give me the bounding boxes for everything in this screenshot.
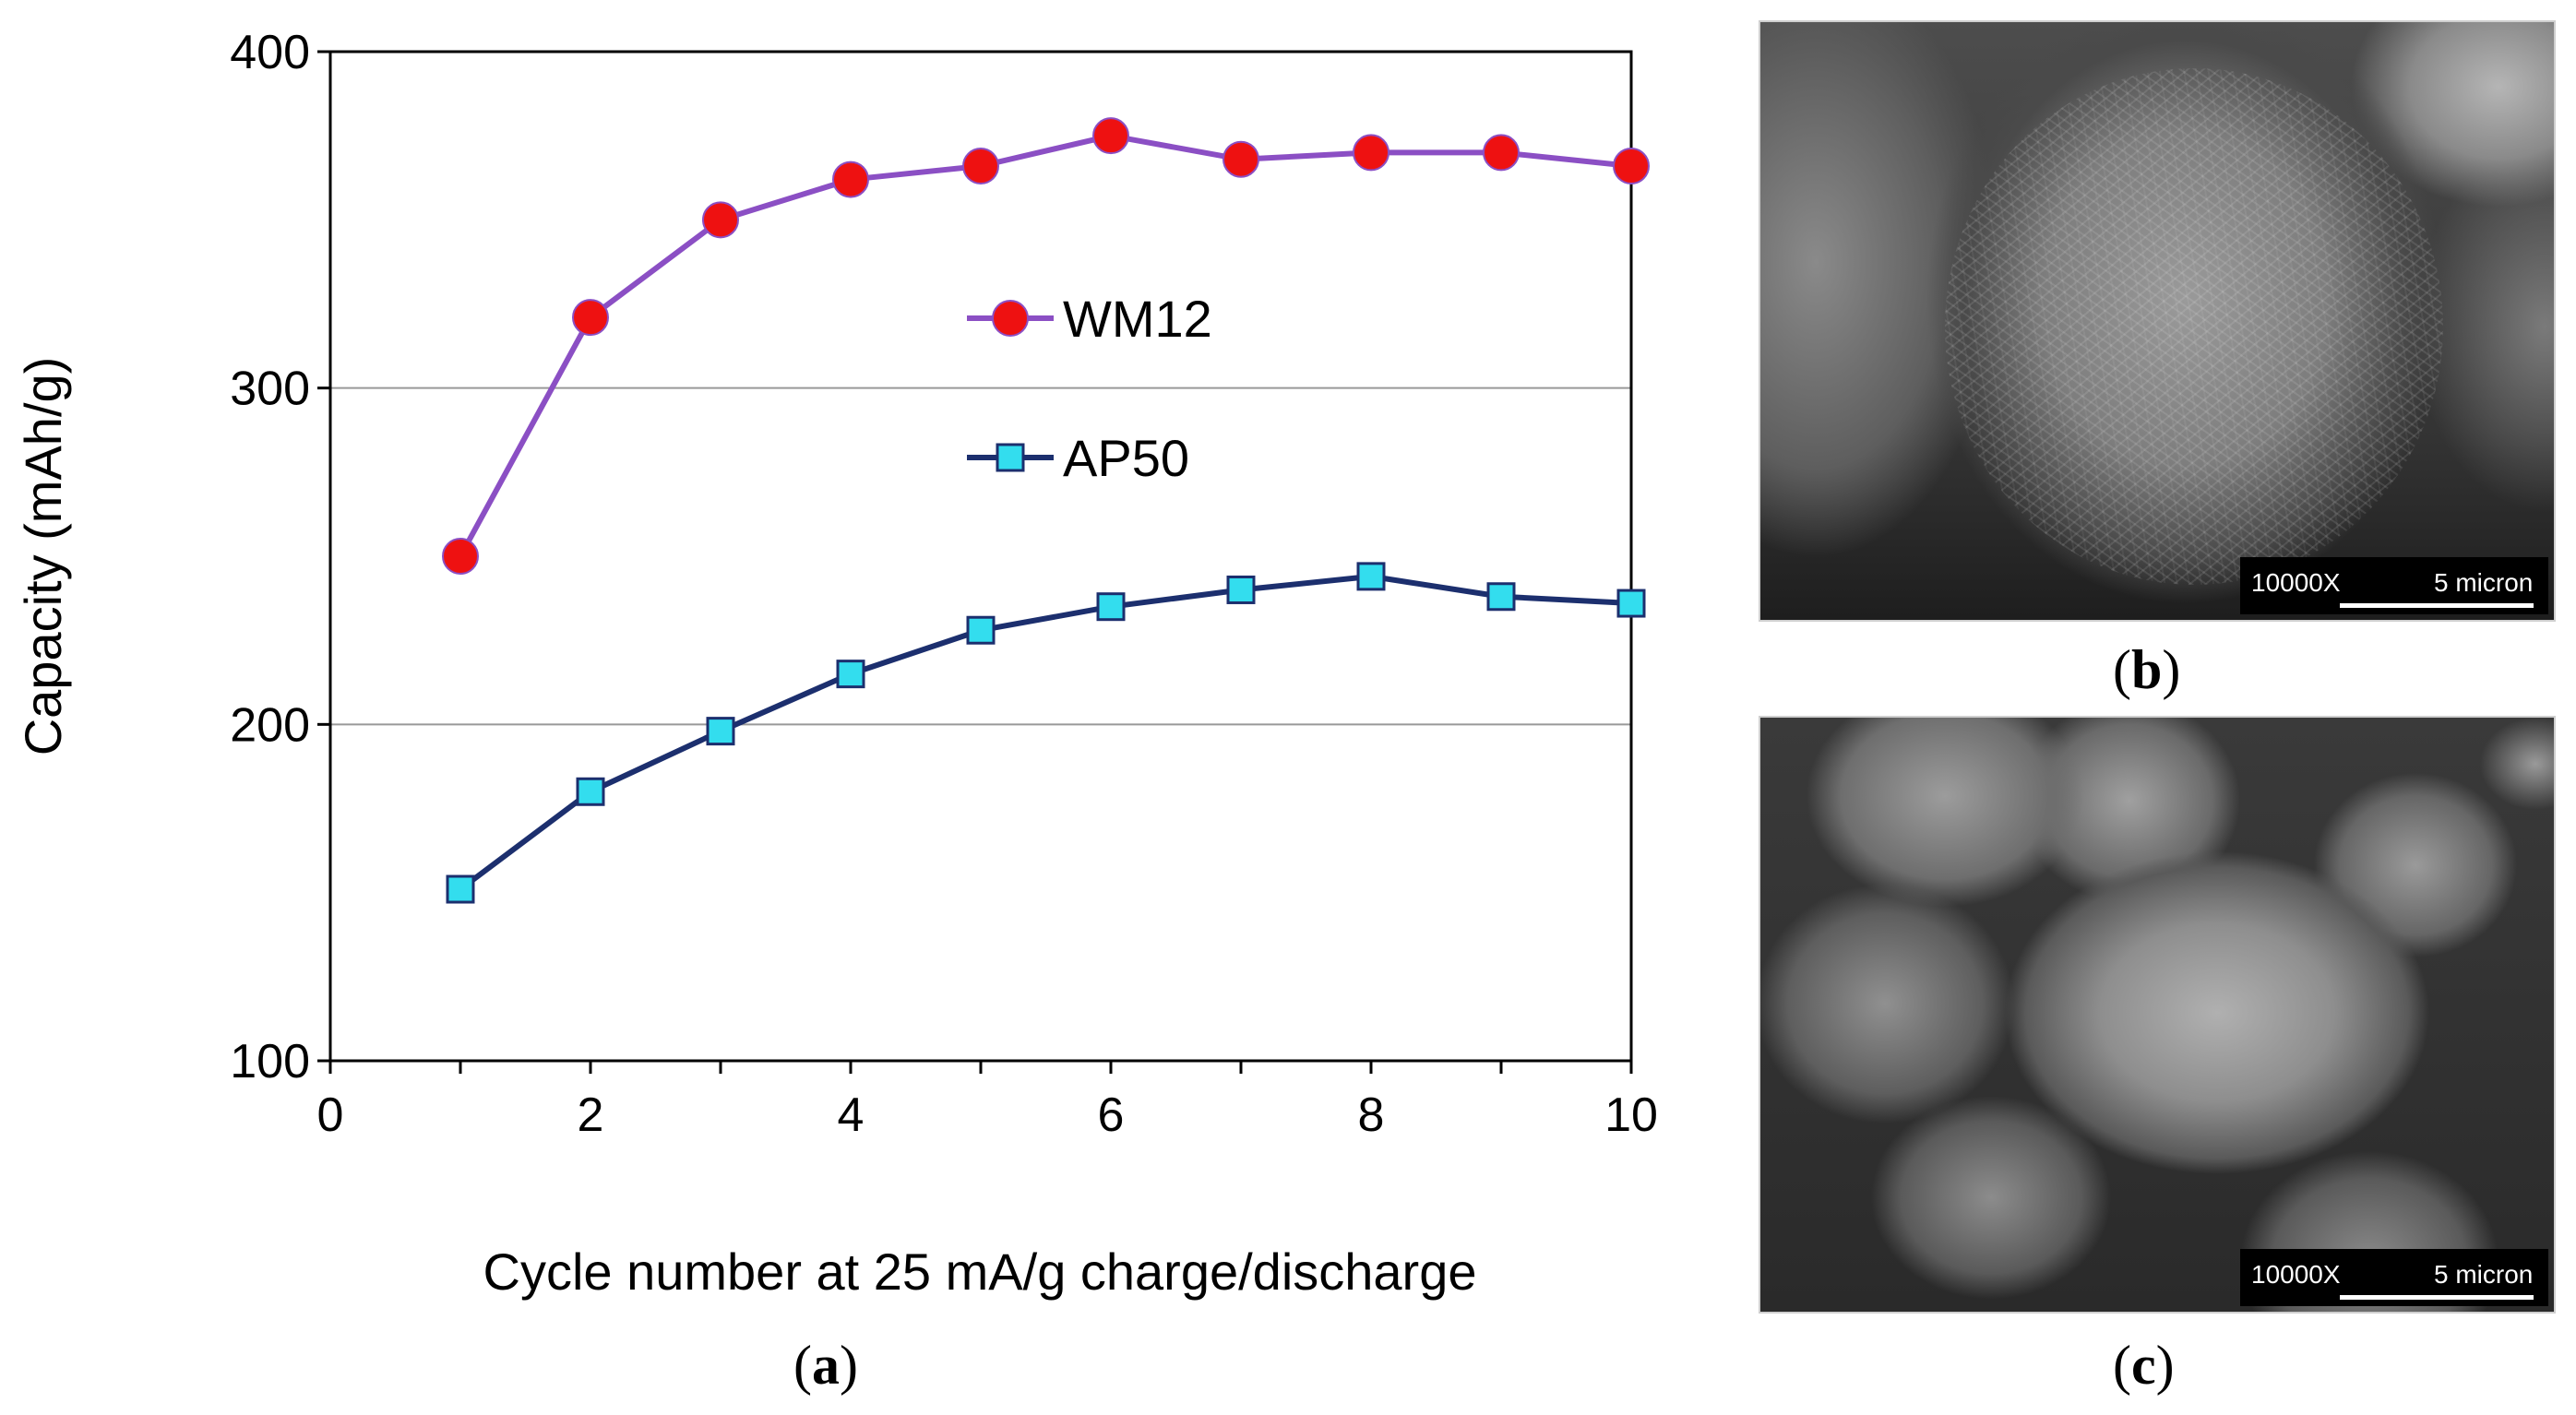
data-point-wm12 — [962, 147, 999, 184]
plot-area-frame — [328, 50, 1633, 1063]
legend-marker-wm12 — [992, 300, 1029, 337]
series-layer — [442, 117, 1650, 904]
data-point-wm12 — [572, 299, 609, 337]
x-tick-label: 6 — [1098, 1088, 1125, 1142]
scale-length-label: 5 micron — [2434, 1260, 2534, 1289]
data-point-wm12 — [442, 538, 479, 575]
data-point-ap50 — [446, 874, 475, 904]
panel-label-c: (c) — [2113, 1335, 2175, 1396]
x-tick-label: 0 — [317, 1088, 344, 1142]
y-axis-label: Capacity (mAh/g) — [14, 357, 72, 756]
sem-micrograph-b: 10000X 5 micron — [1759, 20, 2556, 622]
x-tick-label: 4 — [838, 1088, 865, 1142]
scale-length-label: 5 micron — [2434, 568, 2534, 597]
data-point-wm12 — [832, 161, 869, 198]
legend: WM12 AP50 — [967, 290, 1212, 487]
y-tick-label: 200 — [230, 698, 310, 752]
x-tick-label: 2 — [578, 1088, 604, 1142]
data-point-ap50 — [576, 777, 605, 806]
series-line-wm12 — [458, 133, 1632, 558]
scale-bar-line — [2340, 603, 2534, 608]
data-point-ap50 — [1356, 562, 1386, 591]
panel-label-a: (a) — [793, 1335, 858, 1396]
series-line-ap50 — [459, 573, 1632, 892]
data-point-wm12 — [1222, 140, 1259, 178]
data-point-ap50 — [836, 660, 865, 689]
legend-marker-ap50 — [996, 443, 1025, 472]
data-point-wm12 — [1613, 147, 1650, 184]
legend-label-ap50: AP50 — [1063, 429, 1189, 487]
data-point-wm12 — [702, 201, 739, 239]
data-point-ap50 — [1616, 589, 1646, 618]
axis-ticks: 100 200 300 400 0 2 4 6 8 10 — [230, 26, 1658, 1142]
scale-bar-line — [2340, 1295, 2534, 1300]
magnification-label: 10000X — [2251, 568, 2341, 597]
x-tick-label: 8 — [1358, 1088, 1385, 1142]
scale-bar-b: 10000X 5 micron — [2240, 557, 2548, 614]
capacity-chart: 100 200 300 400 0 2 4 6 8 10 WM12 AP50 Cycle numbe… — [14, 26, 1658, 1301]
data-point-ap50 — [706, 717, 735, 746]
y-tick-label: 400 — [230, 26, 310, 79]
x-axis-label: Cycle number at 25 mA/g charge/discharge — [483, 1243, 1477, 1301]
data-point-ap50 — [1486, 582, 1516, 612]
grid-lines — [330, 386, 1631, 726]
y-tick-label: 100 — [230, 1035, 310, 1088]
data-point-wm12 — [1353, 134, 1389, 172]
data-point-ap50 — [1096, 592, 1126, 622]
data-point-ap50 — [1226, 575, 1256, 604]
legend-label-wm12: WM12 — [1063, 290, 1212, 348]
y-tick-label: 300 — [230, 363, 310, 416]
panel-label-b: (b) — [2113, 639, 2181, 700]
data-point-wm12 — [1483, 134, 1520, 172]
data-point-wm12 — [1092, 117, 1129, 155]
data-point-ap50 — [966, 615, 996, 645]
scale-bar-c: 10000X 5 micron — [2240, 1249, 2548, 1306]
x-tick-label: 10 — [1604, 1088, 1658, 1142]
sem-micrograph-c: 10000X 5 micron — [1759, 716, 2556, 1314]
magnification-label: 10000X — [2251, 1260, 2341, 1289]
fibrous-particle-texture — [1945, 68, 2443, 585]
